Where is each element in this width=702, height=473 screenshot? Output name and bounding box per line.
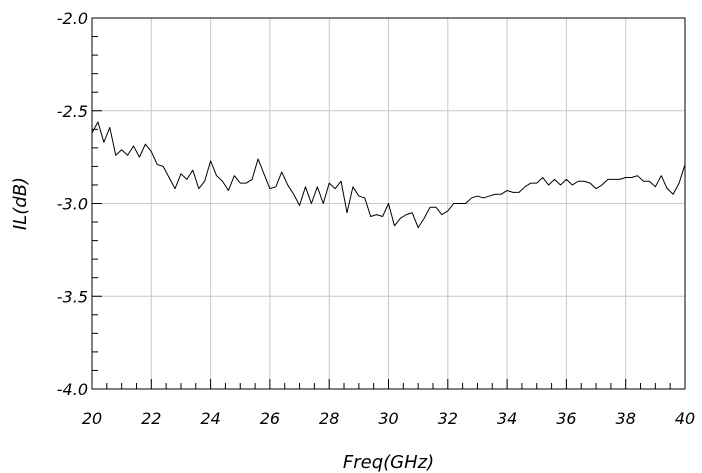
x-tick-label: 30 [378, 409, 398, 428]
y-tick-label: -3.0 [57, 195, 88, 214]
y-tick-label: -2.5 [57, 102, 88, 121]
y-axis-title: IL(dB) [10, 177, 31, 230]
y-axis-ticks: -2.0 -2.5 -3.0 -3.5 -4.0 [57, 9, 88, 399]
x-tick-label: 24 [200, 409, 220, 428]
x-axis-ticks: 20 22 24 26 28 30 32 34 36 38 40 [82, 409, 695, 428]
x-tick-label: 32 [438, 409, 458, 428]
x-tick-label: 36 [556, 409, 576, 428]
x-tick-label: 28 [319, 409, 339, 428]
series-group [91, 121, 686, 229]
x-tick-label: 20 [82, 409, 102, 428]
plot-frame [91, 17, 686, 390]
x-tick-label: 22 [141, 409, 161, 428]
x-tick-label: 40 [675, 409, 695, 428]
x-tick-label: 26 [260, 409, 280, 428]
x-tick-label: 34 [497, 409, 517, 428]
series-line-0 [91, 121, 686, 229]
y-tick-label: -3.5 [57, 287, 88, 306]
x-tick-label: 38 [616, 409, 636, 428]
y-tick-label: -2.0 [57, 9, 88, 28]
minor-ticks [91, 17, 686, 390]
y-tick-label: -4.0 [57, 380, 88, 399]
x-axis-title: Freq(GHz) [343, 452, 434, 473]
